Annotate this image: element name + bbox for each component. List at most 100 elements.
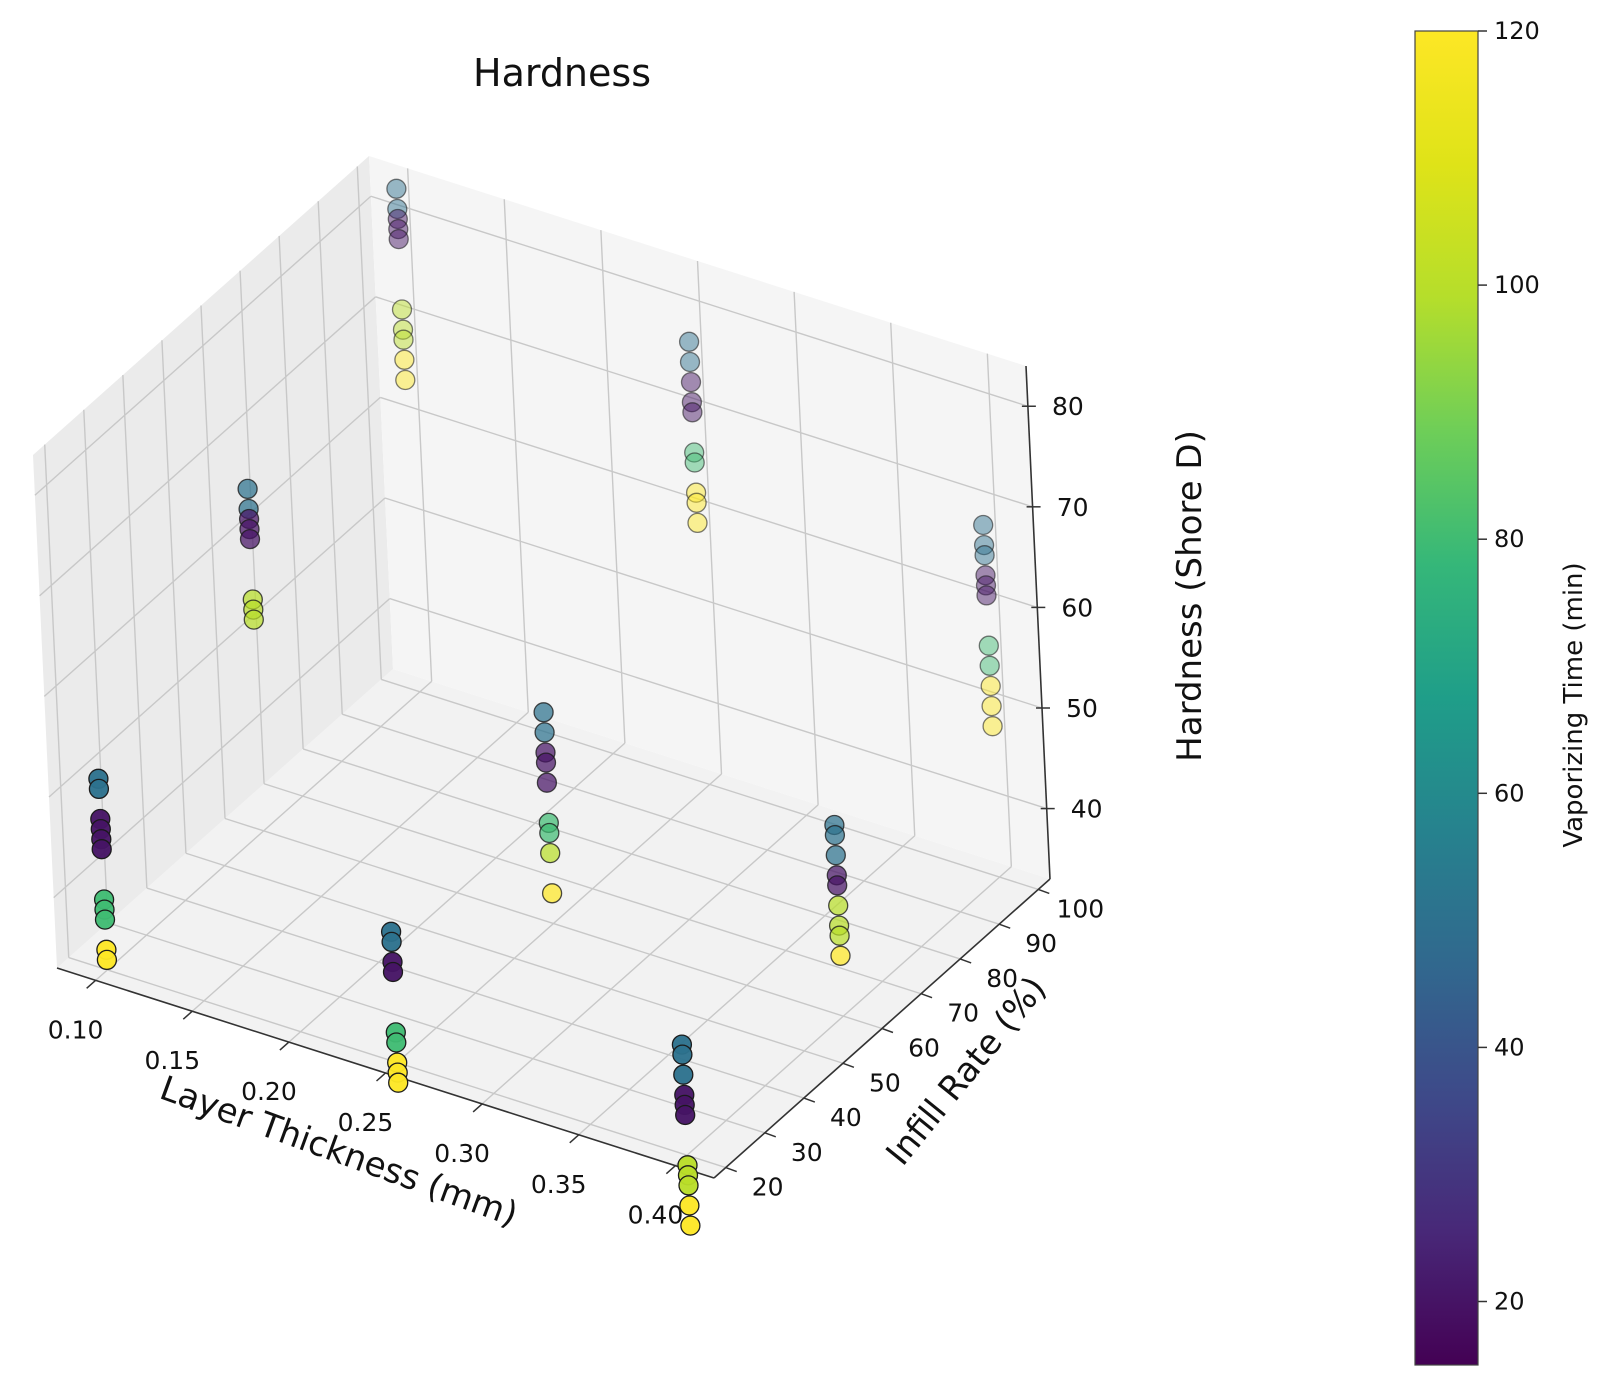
y-tick-label: 90 <box>1025 929 1057 958</box>
scatter-point <box>535 752 557 773</box>
scatter-point <box>388 228 409 250</box>
axis-panes <box>33 156 1050 1178</box>
y-tick-label: 60 <box>908 1034 940 1063</box>
colorbar-tick-label: 60 <box>1494 779 1525 807</box>
grid-line-y <box>200 305 226 819</box>
grid-line-x <box>503 199 529 713</box>
x-tick-label: 0.20 <box>241 1077 297 1106</box>
scatter-point <box>679 351 701 373</box>
scatter-point <box>974 545 995 566</box>
grid-line-z <box>389 597 1047 810</box>
grid-line-z <box>48 497 386 798</box>
scatter-point <box>980 675 1001 697</box>
y-tick-label: 100 <box>1056 894 1104 923</box>
z-axis-line <box>1025 365 1051 880</box>
scatter-point <box>825 845 846 866</box>
scatter-point <box>687 512 708 534</box>
y-tick-label: 70 <box>947 999 979 1028</box>
x-tick-mark <box>472 1103 483 1113</box>
z-tick-label: 40 <box>1071 795 1103 824</box>
z-tick-label: 60 <box>1061 593 1093 622</box>
scatter-point <box>680 371 702 393</box>
z-axis-label: Hardness (Shore D) <box>1170 430 1210 762</box>
x-tick-label: 0.35 <box>531 1170 587 1199</box>
scatter-point <box>680 1215 701 1236</box>
scatter-point <box>981 695 1002 717</box>
z-tick-label: 70 <box>1057 493 1089 522</box>
scatter-point <box>536 772 558 793</box>
grid-line-x <box>696 260 723 775</box>
grid-line-x <box>986 353 1013 867</box>
scatter-point <box>393 329 414 350</box>
tick-labels: 0.100.150.200.250.300.350.40203040506070… <box>48 392 1104 1229</box>
x-tick-label: 0.30 <box>434 1139 490 1168</box>
grid-line-y <box>161 340 187 854</box>
scatter-point <box>539 822 560 844</box>
colorbar-tick-label: 40 <box>1494 1033 1525 1061</box>
y-tick-label: 20 <box>752 1173 784 1202</box>
z-tick-label: 80 <box>1052 392 1084 421</box>
y-tick-label: 50 <box>869 1068 901 1097</box>
grid-line-x <box>890 322 916 836</box>
scatter-point <box>540 842 561 864</box>
scatter-point <box>675 1104 696 1126</box>
scatter-point <box>91 839 112 860</box>
grid-line-y <box>263 783 922 995</box>
scatter-point <box>386 1032 407 1053</box>
scatter-point <box>684 452 705 473</box>
y-tick-mark <box>920 993 933 999</box>
grid-line-y <box>224 817 883 1030</box>
y-tick-mark <box>803 1097 816 1103</box>
scatter-point <box>394 349 415 370</box>
scatter-point <box>94 909 116 930</box>
colorbar-tick-label: 20 <box>1494 1288 1525 1316</box>
scatter-point <box>979 655 1000 676</box>
scatter-point <box>237 478 258 500</box>
colorbar-ticks: 20 40 60 80 100 120 <box>1478 17 1540 1316</box>
scatter-point <box>827 875 848 896</box>
x-tick-mark <box>86 979 97 989</box>
grid-line-x <box>793 291 819 805</box>
y-tick-mark <box>998 923 1011 929</box>
x-tick-label: 0.10 <box>48 1015 104 1044</box>
x-tick-mark <box>279 1041 290 1051</box>
scatter-point <box>686 492 707 513</box>
scatter-point <box>533 702 554 723</box>
grid-line-z <box>43 396 381 697</box>
grid-line-y <box>356 166 382 680</box>
x-tick-label: 0.25 <box>338 1108 394 1137</box>
scatter-points <box>88 178 1003 1236</box>
grid-line-y <box>107 922 766 1134</box>
scatter-point <box>541 883 563 904</box>
y-tick-mark <box>1038 888 1050 895</box>
x-tick-mark <box>182 1010 193 1020</box>
grid-line-z <box>380 396 1038 609</box>
scatter-point <box>682 402 703 423</box>
scatter-point <box>673 1064 694 1085</box>
scatter-point <box>239 528 261 550</box>
scatter-point <box>678 1175 699 1196</box>
grid-line-y <box>381 678 1039 891</box>
grid-line-y <box>302 748 961 960</box>
grid-line-x <box>406 168 433 682</box>
colorbar: 20 40 60 80 100 120 Vaporizing Time (min) <box>1414 17 1589 1366</box>
colorbar-tick-label: 120 <box>1494 17 1540 45</box>
scatter-point <box>973 514 994 536</box>
x-tick-label: 0.40 <box>628 1201 684 1230</box>
grid-line-z <box>34 195 372 496</box>
y-tick-mark <box>881 1027 894 1034</box>
grid-line-y <box>341 713 1000 925</box>
scatter-point <box>534 722 555 743</box>
scatter-point <box>828 895 849 916</box>
y-tick-mark <box>764 1132 777 1138</box>
scatter-point <box>388 1072 409 1093</box>
grid-line-z <box>39 296 377 597</box>
y-tick-mark <box>959 958 972 964</box>
scatter-point <box>978 635 999 656</box>
y-tick-mark <box>725 1166 737 1173</box>
grid-line-z <box>370 195 1029 407</box>
grid-line-z <box>384 497 1043 709</box>
y-tick-mark <box>842 1062 855 1068</box>
colorbar-label: Vaporizing Time (min) <box>1559 562 1589 847</box>
colorbar-gradient <box>1414 30 1479 1366</box>
